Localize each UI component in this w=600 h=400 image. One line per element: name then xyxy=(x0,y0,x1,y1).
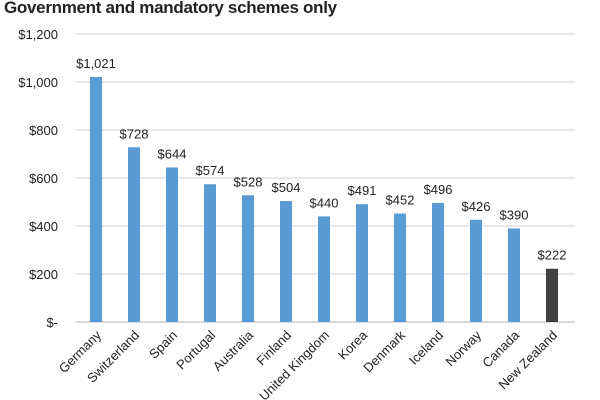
y-tick-label: $800 xyxy=(29,123,58,138)
bar xyxy=(432,202,444,322)
bar xyxy=(128,147,140,322)
bar xyxy=(356,204,368,322)
data-label: $491 xyxy=(348,183,377,198)
data-label: $426 xyxy=(462,199,491,214)
data-label: $390 xyxy=(500,207,529,222)
y-tick-label: $600 xyxy=(29,171,58,186)
data-label: $496 xyxy=(424,182,453,197)
x-tick-label: Norway xyxy=(442,327,484,369)
y-tick-label: $1,000 xyxy=(18,75,58,90)
bar xyxy=(166,167,178,322)
bar xyxy=(280,201,292,322)
y-tick-label: $1,200 xyxy=(18,27,58,42)
data-label: $528 xyxy=(234,174,263,189)
bar xyxy=(394,213,406,322)
data-label: $728 xyxy=(120,126,149,141)
bar xyxy=(90,76,102,323)
data-label: $452 xyxy=(386,193,415,208)
y-tick-label: $- xyxy=(46,315,58,330)
data-label: $574 xyxy=(196,163,225,178)
bar xyxy=(318,216,330,322)
bar xyxy=(470,219,482,322)
bar xyxy=(508,228,520,322)
data-label: $440 xyxy=(310,195,339,210)
y-tick-label: $400 xyxy=(29,219,58,234)
x-tick-label: Korea xyxy=(335,327,371,363)
x-tick-label: Spain xyxy=(146,328,180,362)
data-label: $222 xyxy=(538,248,567,263)
x-tick-label: Denmark xyxy=(360,327,408,375)
x-tick-label: Australia xyxy=(210,327,257,374)
data-label: $644 xyxy=(158,146,187,161)
bar xyxy=(546,268,558,322)
data-label: $504 xyxy=(272,180,301,195)
y-tick-label: $200 xyxy=(29,267,58,282)
bar xyxy=(204,184,216,322)
x-tick-label: Iceland xyxy=(406,328,446,368)
bar xyxy=(242,195,254,322)
data-label: $1,021 xyxy=(76,56,116,71)
chart-title: Government and mandatory schemes only xyxy=(4,0,337,17)
